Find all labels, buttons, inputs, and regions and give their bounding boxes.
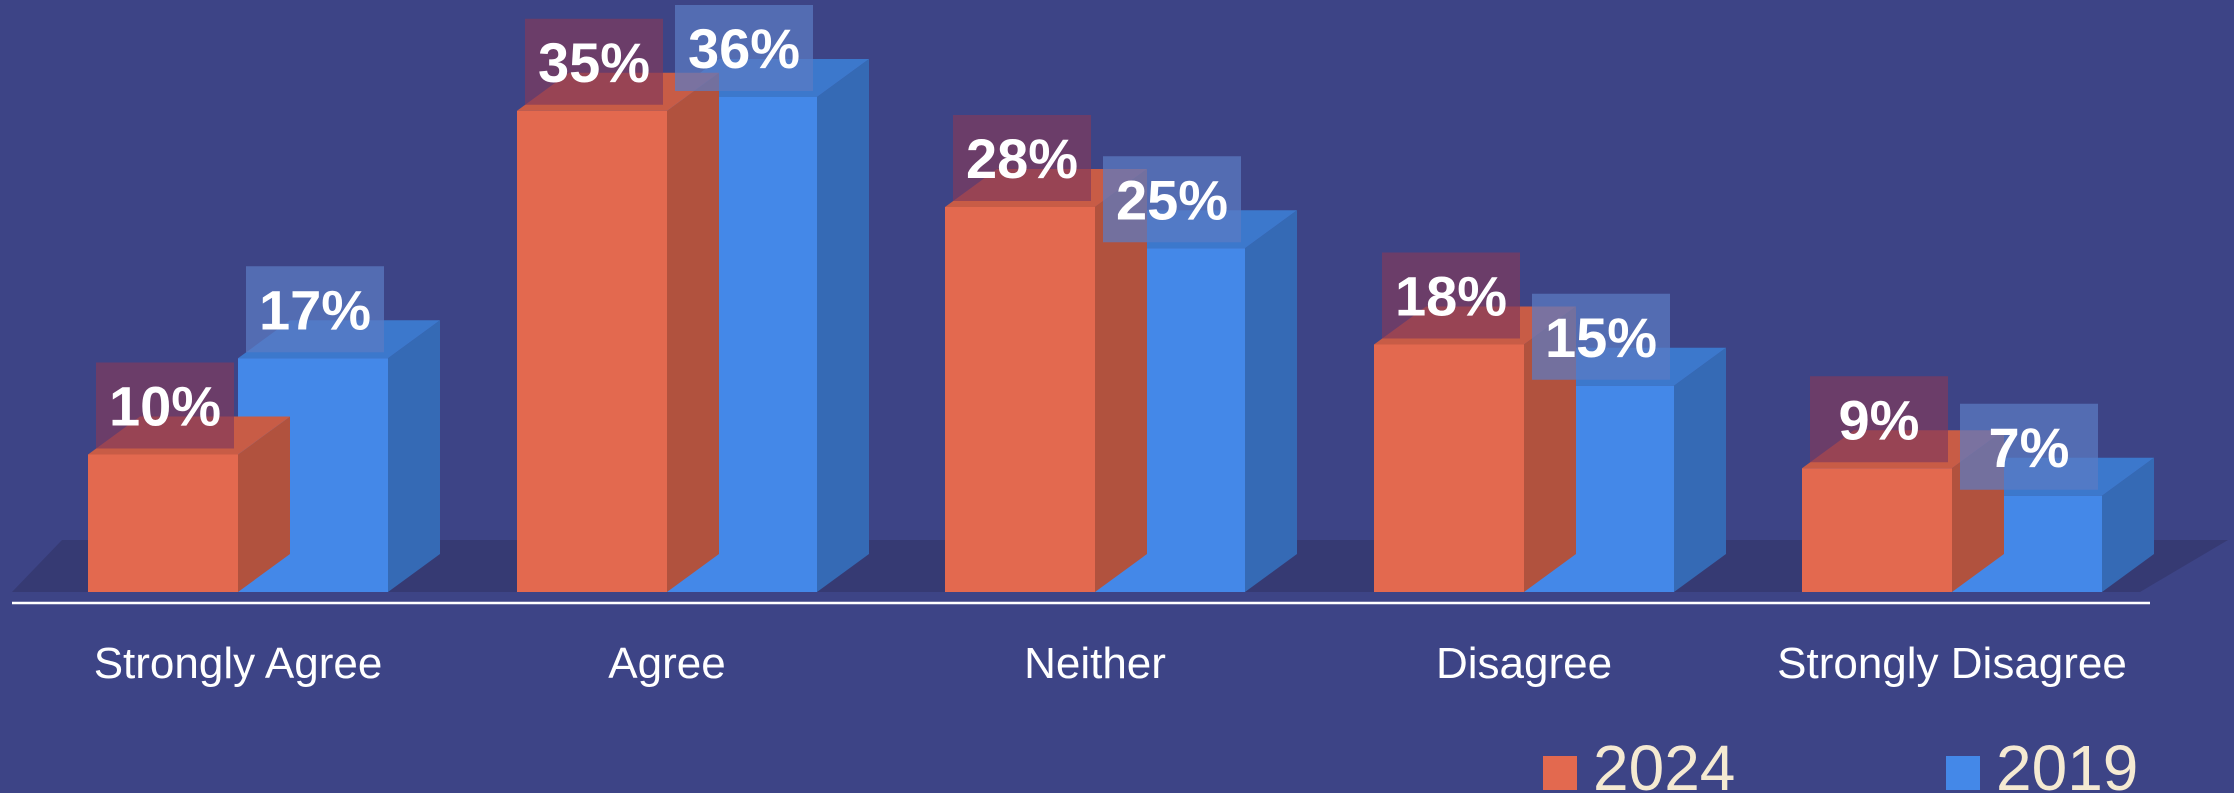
- bar-side: [1095, 169, 1147, 592]
- data-label-box: [525, 18, 663, 105]
- data-label-box: [1810, 376, 1948, 463]
- category-label-agree: Agree: [608, 639, 725, 688]
- data-label-box: [246, 266, 384, 353]
- data-label-box: [96, 362, 234, 449]
- data-label-box: [1960, 403, 2098, 490]
- data-label-box: [1382, 252, 1520, 339]
- data-label-2019-strongly-disagree: 7%: [1960, 403, 2098, 490]
- data-label-box: [1532, 293, 1670, 380]
- category-label-strongly-disagree: Strongly Disagree: [1777, 639, 2127, 688]
- data-label-2024-strongly-disagree: 9%: [1810, 376, 1948, 463]
- bar-side: [238, 416, 290, 592]
- data-label-box: [1103, 156, 1241, 243]
- data-label-box: [675, 5, 813, 91]
- legend-swatch: [1946, 756, 1980, 790]
- bar-side: [1674, 347, 1726, 592]
- legend-item-2019: 2019: [1946, 732, 2138, 793]
- bar-side: [817, 59, 869, 592]
- data-label-text: 9%: [1839, 388, 1920, 451]
- data-label-2024-neither: 28%: [953, 115, 1091, 201]
- category-labels: Strongly Agree Agree Neither Disagree Strong…: [94, 639, 2127, 688]
- bars: [88, 59, 2154, 592]
- bar-front: [1374, 344, 1524, 592]
- bar-front: [517, 110, 667, 592]
- data-label-box: [953, 115, 1091, 201]
- bar-front: [1802, 468, 1952, 592]
- category-label-strongly-agree: Strongly Agree: [94, 639, 383, 688]
- data-label-text: 10%: [109, 375, 221, 438]
- data-label-2019-strongly-agree: 17%: [246, 266, 384, 353]
- data-label-2019-disagree: 15%: [1532, 293, 1670, 380]
- data-label-text: 18%: [1395, 265, 1507, 328]
- category-label-disagree: Disagree: [1436, 639, 1612, 688]
- data-label-text: 17%: [259, 278, 371, 341]
- data-label-text: 7%: [1989, 416, 2070, 479]
- data-label-2024-disagree: 18%: [1382, 252, 1520, 339]
- bar-side: [1245, 210, 1297, 592]
- data-label-2019-agree: 36%: [675, 5, 813, 91]
- legend-label: 2019: [1996, 732, 2138, 793]
- data-label-text: 15%: [1545, 306, 1657, 369]
- data-label-2024-agree: 35%: [525, 18, 663, 105]
- legend-item-2024: 2024: [1543, 732, 1735, 793]
- data-label-text: 28%: [966, 127, 1078, 190]
- data-labels: 10% 17% 35% 36% 28% 25% 18% 15% 9% 7%: [96, 5, 2098, 490]
- data-label-text: 36%: [688, 17, 800, 80]
- data-label-2019-neither: 25%: [1103, 156, 1241, 243]
- bar-side: [388, 320, 440, 592]
- bar-front: [945, 207, 1095, 592]
- legend-label: 2024: [1593, 732, 1735, 793]
- bar-side: [667, 72, 719, 592]
- data-label-text: 35%: [538, 31, 650, 94]
- bar-front: [88, 454, 238, 592]
- legend-swatch: [1543, 756, 1577, 790]
- data-label-2024-strongly-agree: 10%: [96, 362, 234, 449]
- data-label-text: 25%: [1116, 168, 1228, 231]
- category-label-neither: Neither: [1024, 639, 1166, 688]
- bar-side: [2102, 457, 2154, 592]
- bar-2024-agree: [517, 72, 719, 592]
- legend: 2024 2019: [1543, 732, 2138, 793]
